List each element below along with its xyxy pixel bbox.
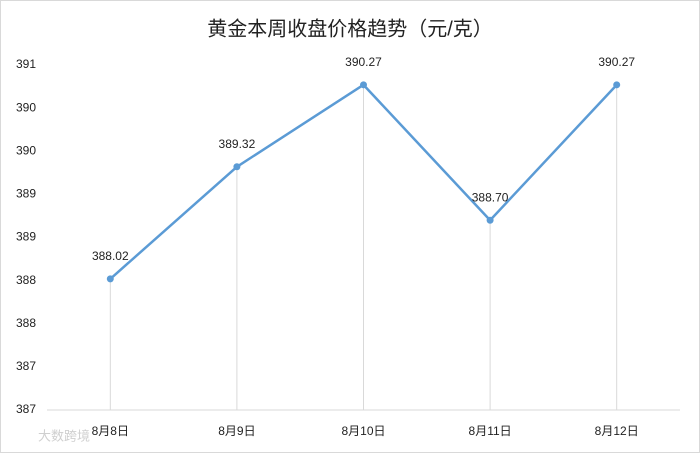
x-tick-label: 8月9日 (218, 424, 255, 438)
x-tick-label: 8月12日 (595, 424, 639, 438)
x-tick-label: 8月8日 (92, 424, 129, 438)
y-tick-label: 391 (16, 57, 36, 71)
x-tick-label: 8月11日 (469, 424, 512, 438)
x-tick-label: 8月10日 (341, 424, 385, 438)
data-label: 390.27 (598, 55, 635, 69)
chart-title: 黄金本周收盘价格趋势（元/克） (207, 17, 493, 40)
point (613, 81, 621, 89)
point (486, 216, 494, 224)
y-tick-label: 390 (16, 143, 36, 157)
data-label: 388.02 (92, 249, 129, 263)
y-tick-label: 388 (16, 273, 36, 287)
y-tick-label: 388 (16, 316, 36, 330)
data-label: 389.32 (219, 137, 256, 151)
watermark: 大数跨境 (38, 428, 90, 443)
y-tick-label: 389 (16, 230, 36, 244)
point (360, 81, 367, 89)
y-tick-label: 387 (16, 359, 36, 373)
point (233, 163, 241, 171)
data-label: 390.27 (345, 55, 382, 69)
y-tick-label: 387 (16, 402, 36, 416)
data-label: 388.70 (472, 190, 509, 204)
point (106, 275, 114, 283)
y-tick-label: 389 (16, 187, 36, 201)
y-tick-label: 390 (16, 100, 36, 114)
